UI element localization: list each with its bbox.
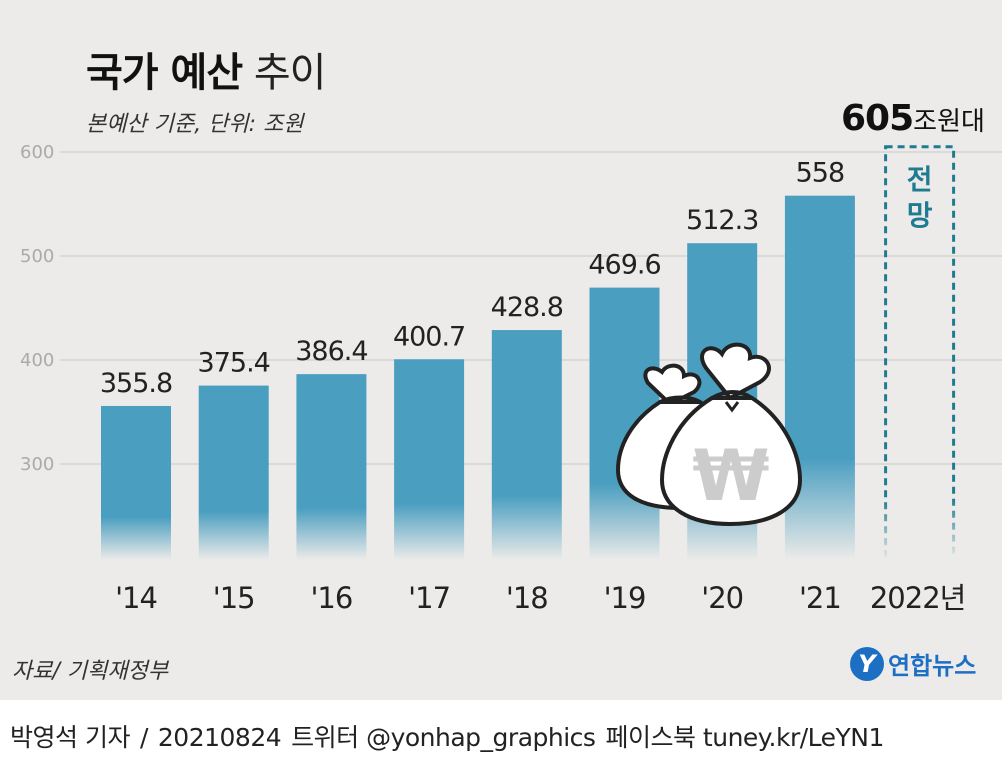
footer-credits: 박영석 기자 / 20210824 트위터 @yonhap_graphics 페이스북 …: [10, 718, 894, 754]
y-tick-label: 500: [20, 246, 54, 267]
x-tick-label: '21: [799, 581, 841, 615]
value-label: 386.4: [295, 336, 367, 367]
logo-mark-icon: Y: [850, 646, 884, 681]
title-bold: 국가 예산: [86, 50, 243, 96]
forecast-box: 전 망: [884, 145, 956, 562]
y-tick-label: 400: [20, 350, 54, 371]
value-label: 558: [796, 158, 845, 189]
x-tick-label: '15: [213, 581, 255, 615]
logo-text: 연합뉴스: [888, 652, 977, 680]
bar-4: [491, 330, 562, 560]
footer-facebook[interactable]: 페이스북 tuney.kr/LeYN1: [605, 723, 884, 752]
x-tick-label: '19: [604, 581, 646, 615]
forecast-value: 605조원대: [841, 98, 985, 139]
x-tick-label: 2022년: [870, 581, 965, 615]
bars: 355.8 '14 375.4 '15 386.4 '16 400.7 '17 428.8 '18…: [100, 158, 966, 615]
source-note: 자료/ 기획재정부: [12, 659, 169, 684]
forecast-number: 605: [841, 98, 914, 139]
x-tick-label: '16: [310, 581, 352, 615]
yonhap-logo: Y 연합뉴스: [850, 646, 976, 681]
forecast-label-1: 전: [907, 163, 933, 196]
bar-3: [394, 359, 465, 560]
bar-1: [198, 385, 269, 560]
value-label: 428.8: [491, 292, 563, 323]
forecast-label-2: 망: [907, 199, 933, 232]
subtitle: 본예산 기준, 단위: 조원: [86, 112, 304, 137]
won-sign-icon: ₩: [692, 435, 769, 517]
reporter: 박영석 기자: [10, 723, 130, 752]
y-tick-label: 600: [20, 142, 54, 163]
footer-twitter[interactable]: 트위터 @yonhap_graphics: [291, 723, 596, 752]
title-light: 추이: [253, 50, 327, 96]
x-tick-label: '17: [408, 581, 450, 615]
page-title: 국가 예산 추이: [86, 40, 327, 98]
value-label: 400.7: [393, 321, 465, 352]
x-tick-label: '14: [115, 581, 157, 615]
x-tick-label: '20: [701, 581, 743, 615]
value-label: 469.6: [588, 250, 660, 281]
x-tick-label: '18: [506, 581, 548, 615]
bar-7: [784, 195, 855, 560]
y-tick-label: 300: [20, 454, 54, 475]
footer-separator: /: [139, 723, 148, 752]
bar-0: [101, 405, 171, 560]
value-label: 512.3: [686, 205, 758, 236]
bar-2: [296, 374, 367, 560]
bar-chart: 300 400 500 600 355.8 '14 375.4 '15 386.4 '16 400…: [20, 142, 1002, 615]
footer-date: 20210824: [157, 723, 282, 752]
value-label: 355.8: [100, 368, 172, 399]
value-label: 375.4: [198, 348, 270, 379]
money-bags-illustration: ₩: [615, 342, 803, 527]
forecast-unit: 조원대: [913, 107, 985, 137]
money-bag-large-icon: ₩: [659, 342, 803, 527]
